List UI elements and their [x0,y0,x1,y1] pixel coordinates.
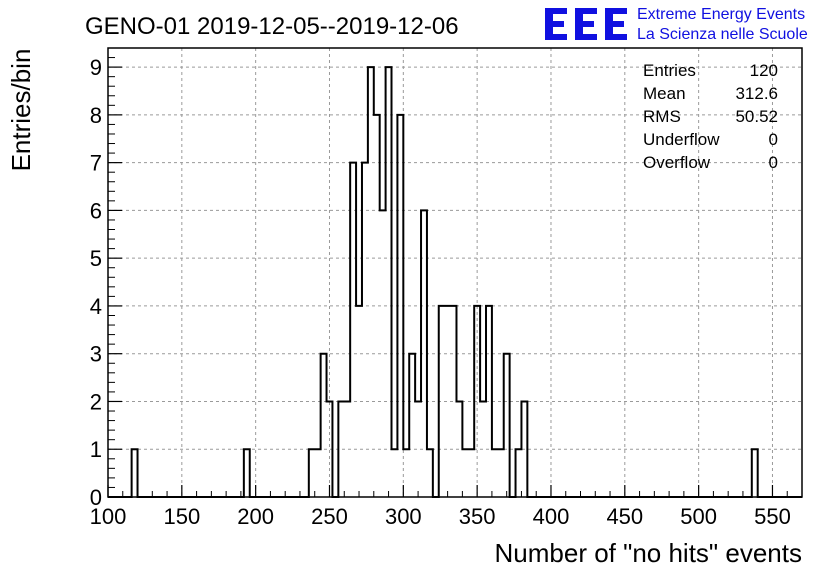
x-tick-label: 500 [680,504,717,529]
logo-line-2: La Scienza nelle Scuole [637,26,808,43]
chart-title: GENO-01 2019-12-05--2019-12-06 [85,13,459,40]
histogram-bin [392,449,398,497]
grid-lines [107,48,802,497]
x-tick-label: 300 [385,504,422,529]
stats-value-underflow: 0 [769,130,778,149]
stats-box: Entries 120 Mean 312.6 RMS 50.52 Underfl… [643,61,778,172]
stats-label-rms: RMS [643,107,681,126]
y-tick-label: 3 [90,342,102,367]
x-tick-label: 100 [90,504,127,529]
histogram-bin [380,210,386,497]
histogram-bars [108,66,802,498]
histogram-bin [492,449,504,497]
stats-label-entries: Entries [643,61,696,80]
histogram-bin [439,306,457,497]
x-tick-label: 350 [459,504,496,529]
logo-line-1: Extreme Energy Events [637,6,805,23]
y-axis-label: Entries/bin [6,49,36,172]
y-tick-label: 7 [90,151,102,176]
x-tick-label: 150 [163,504,200,529]
y-tick-labels: 0 1 2 3 4 5 6 7 8 9 [90,55,102,510]
eee-logo: Extreme Energy Events La Scienza nelle S… [545,6,808,43]
histogram-bin [462,449,474,497]
x-tick-labels: 100 150 200 250 300 350 400 450 500 550 [90,504,791,529]
x-axis-label: Number of "no hits" events [495,538,803,568]
y-tick-label: 0 [90,485,102,510]
y-tick-label: 8 [90,103,102,128]
x-tick-label: 250 [311,504,348,529]
x-tick-label: 200 [237,504,274,529]
histogram-bin [338,401,350,497]
x-tick-label: 400 [533,504,570,529]
y-tick-label: 9 [90,55,102,80]
histogram-bin [403,449,409,497]
axis-ticks [107,47,803,498]
x-tick-label: 450 [606,504,643,529]
y-tick-label: 1 [90,437,102,462]
plot-frame [107,47,803,498]
stats-value-overflow: 0 [769,153,778,172]
histogram-bin [415,401,421,497]
eee-logo-mark [545,8,627,40]
stats-value-mean: 312.6 [735,84,778,103]
stats-label-overflow: Overflow [643,153,711,172]
y-tick-label: 6 [90,198,102,223]
stats-value-rms: 50.52 [735,107,778,126]
stats-label-mean: Mean [643,84,686,103]
y-tick-label: 2 [90,389,102,414]
y-tick-label: 5 [90,246,102,271]
y-tick-label: 4 [90,294,102,319]
histogram-bin [480,401,486,497]
histogram-bin [356,306,362,497]
stats-label-underflow: Underflow [643,130,720,149]
stats-value-entries: 120 [750,61,778,80]
histogram-outline [108,66,802,498]
histogram-bin [309,449,321,497]
x-tick-label: 550 [754,504,791,529]
